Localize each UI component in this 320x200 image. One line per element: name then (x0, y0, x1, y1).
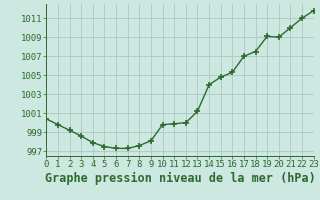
X-axis label: Graphe pression niveau de la mer (hPa): Graphe pression niveau de la mer (hPa) (44, 172, 316, 185)
